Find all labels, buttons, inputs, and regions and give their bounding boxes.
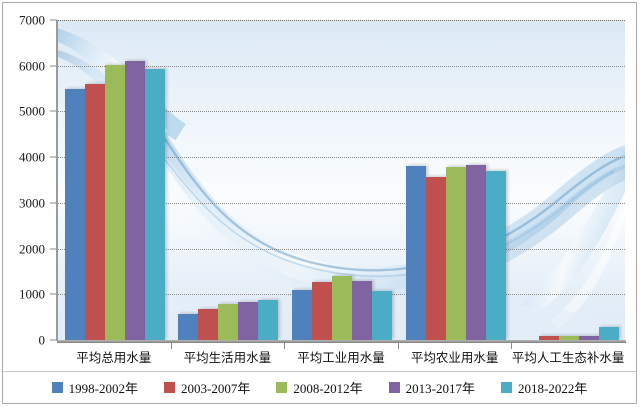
legend-item[interactable]: 2013-2017年	[388, 378, 476, 397]
bar	[579, 335, 600, 340]
bar	[405, 166, 426, 340]
x-tick-mark	[397, 343, 399, 349]
bar	[445, 167, 466, 340]
bar	[104, 64, 125, 340]
y-tick-mark	[50, 156, 57, 158]
y-tick-mark	[50, 19, 57, 21]
legend-swatch-icon	[501, 381, 513, 393]
legend-item[interactable]: 1998-2002年	[51, 378, 138, 397]
legend-label: 1998-2002年	[68, 380, 138, 396]
y-axis: 0 1000 2000 3000 4000 5000 6000 7000	[0, 0, 57, 347]
x-tick-mark	[284, 343, 286, 349]
bar	[64, 88, 85, 340]
bar	[372, 290, 392, 340]
legend-label: 2003-2007年	[180, 380, 251, 396]
legend-swatch-icon	[163, 381, 175, 393]
x-axis-category-label: 平均总用水量	[76, 351, 152, 365]
legend-label: 2013-2017年	[405, 380, 476, 396]
bar	[84, 84, 105, 340]
x-axis-category-label: 平均工业用水量	[297, 351, 385, 365]
x-axis-category-label: 平均农业用水量	[410, 351, 499, 365]
y-tick-label: 1000	[19, 286, 45, 302]
y-tick-label: 3000	[19, 195, 45, 211]
x-axis-category-label: 平均人工生态补水量	[511, 351, 625, 365]
legend-item[interactable]: 2008-2012年	[276, 378, 363, 397]
bar	[218, 303, 239, 340]
bar	[485, 171, 506, 340]
bar	[559, 335, 580, 340]
bar	[599, 326, 620, 340]
bar	[425, 177, 446, 340]
legend-swatch-icon	[276, 381, 288, 393]
y-tick-label: 6000	[19, 58, 45, 74]
legend-swatch-icon	[388, 381, 400, 393]
legend-item[interactable]: 2018-2022年	[501, 378, 587, 397]
bar	[539, 335, 560, 340]
y-tick-mark	[50, 248, 57, 250]
bar	[352, 281, 372, 340]
y-tick-mark	[50, 65, 57, 67]
bar	[198, 308, 219, 340]
y-axis-line	[56, 20, 57, 341]
chart-legend: 1998-2002年 2003-2007年 2008-2012年 2013-2017年…	[3, 371, 636, 402]
legend-item[interactable]: 2003-2007年	[163, 378, 251, 397]
bar	[258, 299, 279, 340]
bar	[465, 164, 486, 340]
legend-swatch-icon	[51, 381, 63, 393]
bar	[292, 289, 312, 340]
y-tick-label: 4000	[19, 149, 45, 165]
y-tick-label: 0	[38, 332, 46, 348]
bar	[332, 276, 352, 340]
y-tick-label: 7000	[19, 12, 45, 28]
y-tick-mark	[50, 339, 57, 341]
y-tick-mark	[50, 110, 57, 112]
y-tick-mark	[50, 202, 57, 204]
x-tick-mark	[170, 343, 172, 349]
x-axis-line	[57, 340, 626, 343]
x-axis-category-label: 平均生活用水量	[183, 351, 272, 365]
bar	[178, 313, 199, 340]
bar	[144, 68, 165, 340]
legend-label: 2008-2012年	[293, 380, 363, 396]
bar	[124, 61, 145, 340]
y-tick-label: 2000	[19, 241, 45, 257]
plot-area	[57, 20, 625, 340]
y-tick-mark	[50, 293, 57, 295]
x-tick-mark	[511, 343, 513, 349]
legend-label: 2018-2022年	[518, 380, 588, 396]
bar	[312, 281, 332, 340]
x-axis-labels: 平均总用水量 平均生活用水量 平均工业用水量 平均农业用水量 平均人工生态补水量	[57, 347, 625, 369]
bar	[238, 302, 259, 340]
bars-layer	[58, 20, 625, 340]
y-tick-label: 5000	[19, 103, 45, 119]
